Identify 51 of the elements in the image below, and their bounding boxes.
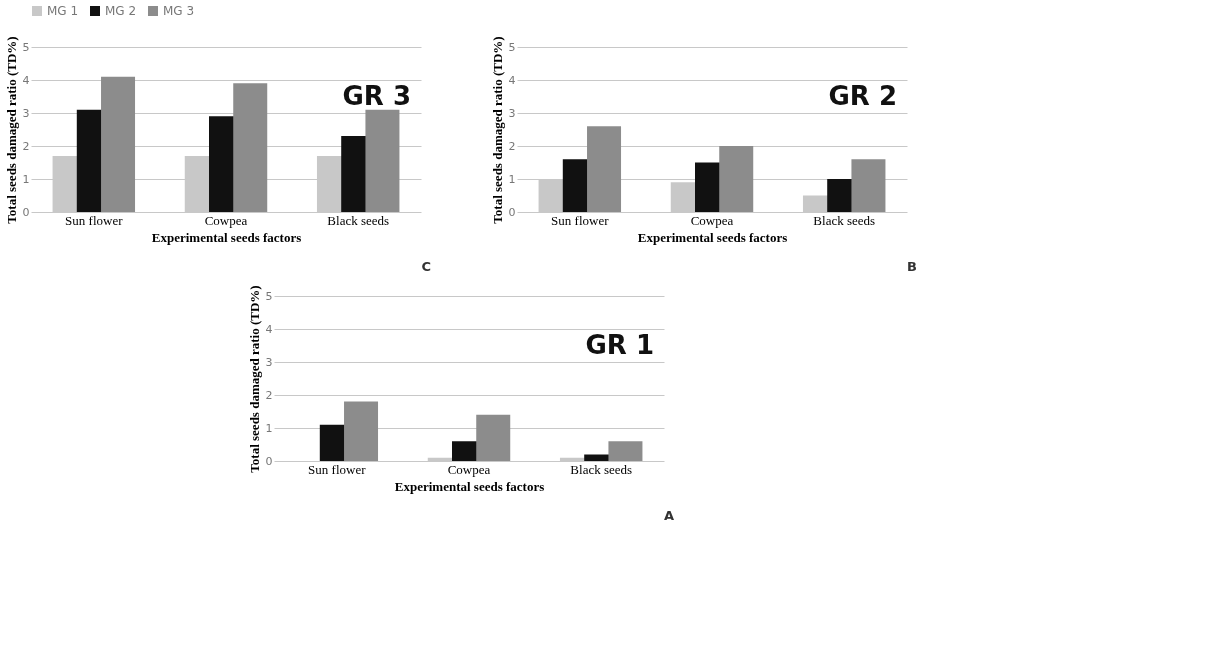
x-tick-label: Cowpea: [690, 212, 734, 228]
bar: [587, 126, 622, 212]
bar: [365, 109, 400, 212]
text: B: [907, 259, 917, 274]
annotation: GR 3: [342, 80, 411, 111]
y-tick-label: 5: [265, 289, 273, 303]
bar: [719, 146, 754, 212]
annotation: GR 2: [828, 80, 897, 111]
y-axis-title: Total seeds damaged ratio (TD%): [489, 36, 505, 224]
x-tick-label: Sun flower: [308, 461, 367, 477]
y-tick-label: 2: [265, 388, 273, 402]
y-tick-label: 5: [22, 40, 30, 54]
x-tick-label: Black seeds: [813, 212, 876, 228]
text: A: [663, 508, 674, 523]
x-tick-label: Sun flower: [551, 212, 610, 228]
y-tick-label: 4: [22, 73, 30, 87]
x-tick-label: Black seeds: [327, 212, 390, 228]
bar: [344, 401, 379, 461]
y-tick-label: 0: [265, 454, 273, 468]
text: C: [421, 259, 431, 274]
legend-label: MG 3: [163, 4, 195, 18]
bar: [608, 441, 643, 461]
y-tick-label: 5: [508, 40, 516, 54]
y-tick-label: 0: [508, 205, 516, 219]
y-tick-label: 2: [508, 139, 516, 153]
y-axis-title: Total seeds damaged ratio (TD%): [246, 285, 262, 473]
bar: [101, 76, 136, 212]
x-tick-label: Cowpea: [204, 212, 248, 228]
y-tick-label: 1: [508, 172, 516, 186]
y-tick-label: 3: [508, 106, 516, 120]
annotation: GR 1: [585, 329, 654, 360]
y-tick-label: 3: [22, 106, 30, 120]
x-axis-title: Experimental seeds factors: [637, 229, 788, 245]
legend-label: MG 1: [47, 4, 79, 18]
y-axis-title: Total seeds damaged ratio (TD%): [3, 36, 19, 224]
x-axis-title: Experimental seeds factors: [151, 229, 302, 245]
x-axis-title: Experimental seeds factors: [394, 478, 545, 494]
bar: [851, 159, 886, 212]
x-tick-label: Sun flower: [65, 212, 124, 228]
y-tick-label: 1: [22, 172, 30, 186]
x-tick-label: Cowpea: [447, 461, 491, 477]
x-tick-label: Black seeds: [570, 461, 633, 477]
y-tick-label: 0: [22, 205, 30, 219]
bar: [233, 83, 268, 212]
y-tick-label: 1: [265, 421, 273, 435]
y-tick-label: 4: [265, 322, 273, 336]
y-tick-label: 2: [22, 139, 30, 153]
legend-label: MG 2: [105, 4, 137, 18]
y-tick-label: 3: [265, 355, 273, 369]
bar: [476, 414, 511, 461]
y-tick-label: 4: [508, 73, 516, 87]
